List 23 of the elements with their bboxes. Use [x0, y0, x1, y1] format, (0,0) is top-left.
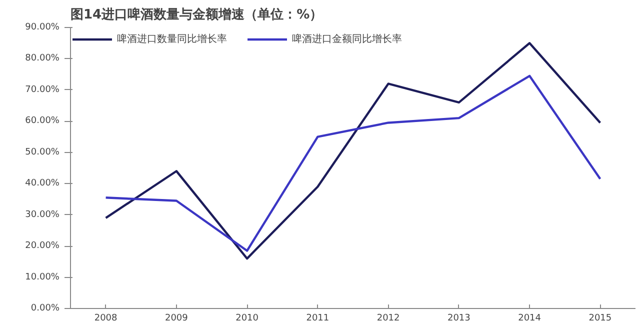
- x-tick-label: 2012: [376, 314, 400, 323]
- x-tick-label: 2008: [94, 314, 118, 323]
- y-tick-label: 70.00%: [25, 84, 60, 95]
- line-series: [104, 74, 602, 252]
- legend-label: 啤酒进口金额同比增长率: [292, 32, 402, 46]
- x-tick-label: 2014: [518, 314, 542, 323]
- legend-label: 啤酒进口数量同比增长率: [117, 32, 227, 46]
- x-tick-label: 2010: [236, 314, 259, 323]
- y-tick-label: 30.00%: [25, 210, 60, 220]
- y-tick-label: 20.00%: [25, 241, 60, 252]
- line-series: [104, 42, 602, 260]
- x-tick-label: 2013: [447, 314, 470, 323]
- x-tick-label: 2015: [588, 314, 612, 323]
- x-tick-label: 2011: [306, 314, 330, 323]
- y-tick-label: 80.00%: [25, 54, 60, 64]
- x-tick-label: 2009: [164, 314, 188, 323]
- chart-title: 图14进口啤酒数量与金额增速（单位：%）: [70, 6, 323, 22]
- y-tick-label: 0.00%: [30, 304, 60, 314]
- y-tick-label: 40.00%: [25, 178, 60, 189]
- y-tick-label: 60.00%: [25, 116, 60, 126]
- y-tick-label: 90.00%: [25, 22, 60, 32]
- y-tick-label: 10.00%: [25, 272, 60, 282]
- y-tick-label: 50.00%: [25, 147, 60, 158]
